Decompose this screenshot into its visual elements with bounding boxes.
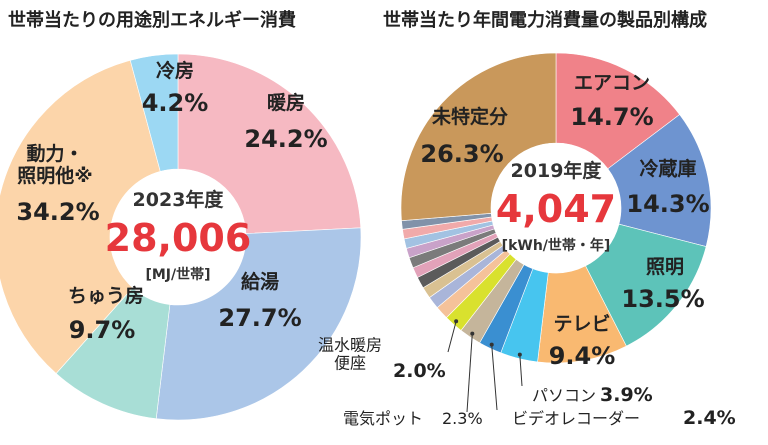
chart-title: 世帯当たり年間電力消費量の製品別構成 <box>383 10 707 31</box>
category-label: 暖房 <box>266 92 306 115</box>
category-label: ちゅう房 <box>67 285 145 308</box>
leader-dot <box>454 319 459 324</box>
leader-line <box>519 354 523 387</box>
category-label: 未特定分 <box>431 106 509 129</box>
category-label: エアコン <box>573 72 651 95</box>
value-label: 2.0% <box>393 360 446 383</box>
category-label: 冷房 <box>155 60 195 83</box>
leader-dot <box>517 352 522 357</box>
category-label: 動力・ 照明他※ <box>17 143 93 187</box>
leader-dot <box>489 342 494 347</box>
category-label: 給湯 <box>240 271 280 294</box>
center-hole <box>491 143 621 273</box>
category-label: 冷蔵庫 <box>639 158 697 181</box>
center-year: 2019年度 <box>510 160 602 183</box>
value-label: 2.3% <box>442 408 483 428</box>
category-label: 温水暖房 便座 <box>317 335 383 373</box>
center-hole <box>110 169 246 305</box>
value-label: 2.4% <box>683 407 736 430</box>
category-label: 照明 <box>645 256 685 279</box>
value-label: 34.2% <box>16 198 100 227</box>
value-label: 27.7% <box>218 304 302 333</box>
category-label: ビデオレコーダー <box>512 408 641 428</box>
value-label: 9.4% <box>548 342 616 371</box>
leader-dot <box>470 331 475 336</box>
center-total: 4,047 <box>495 187 617 232</box>
value-label: 26.3% <box>420 140 504 169</box>
center-unit: [kWh/世帯・年] <box>501 237 611 254</box>
value-label: 4.2% <box>141 89 209 118</box>
leader-line <box>491 344 498 411</box>
value-label: 13.5% <box>621 285 705 314</box>
leader-line <box>466 333 473 413</box>
value-label: 14.3% <box>626 190 710 219</box>
category-label: 電気ポット <box>343 408 424 428</box>
value-label: 14.7% <box>570 103 654 132</box>
center-unit: [MJ/世帯] <box>145 266 211 283</box>
value-label: 24.2% <box>244 125 328 154</box>
center-year: 2023年度 <box>132 189 224 212</box>
chart-title: 世帯当たりの用途別エネルギー消費 <box>8 10 296 31</box>
center-total: 28,006 <box>104 216 252 261</box>
value-label: 9.7% <box>68 316 136 345</box>
leader-line <box>447 321 457 353</box>
value-label: 3.9% <box>600 384 653 407</box>
category-label: テレビ <box>553 313 611 336</box>
category-label: パソコン <box>532 385 597 405</box>
